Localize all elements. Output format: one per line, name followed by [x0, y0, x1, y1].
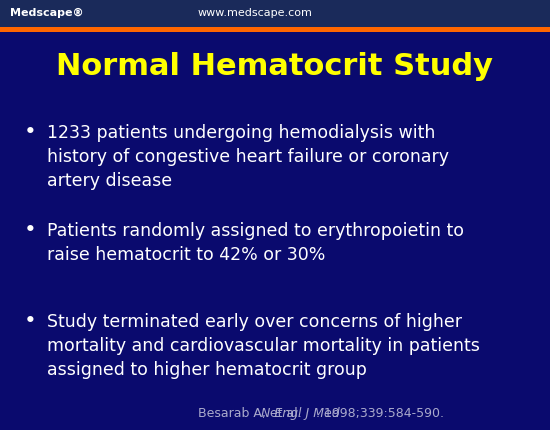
Text: Medscape®: Medscape® [10, 8, 84, 18]
Text: •: • [24, 122, 37, 142]
Text: Patients randomly assigned to erythropoietin to
raise hematocrit to 42% or 30%: Patients randomly assigned to erythropoi… [47, 222, 464, 264]
Text: www.medscape.com: www.medscape.com [198, 8, 313, 18]
Text: Study terminated early over concerns of higher
mortality and cardiovascular mort: Study terminated early over concerns of … [47, 313, 480, 379]
Text: 1233 patients undergoing hemodialysis with
history of congestive heart failure o: 1233 patients undergoing hemodialysis wi… [47, 124, 449, 190]
Text: •: • [24, 221, 37, 240]
Text: Besarab A, et al.: Besarab A, et al. [198, 407, 306, 420]
Text: Normal Hematocrit Study: Normal Hematocrit Study [57, 52, 493, 81]
Text: •: • [24, 311, 37, 331]
Bar [0, 27, 550, 32]
Bar [0, 0, 550, 27]
Text: . 1998;339:584-590.: . 1998;339:584-590. [316, 407, 444, 420]
Text: N Engl J Med: N Engl J Med [261, 407, 340, 420]
